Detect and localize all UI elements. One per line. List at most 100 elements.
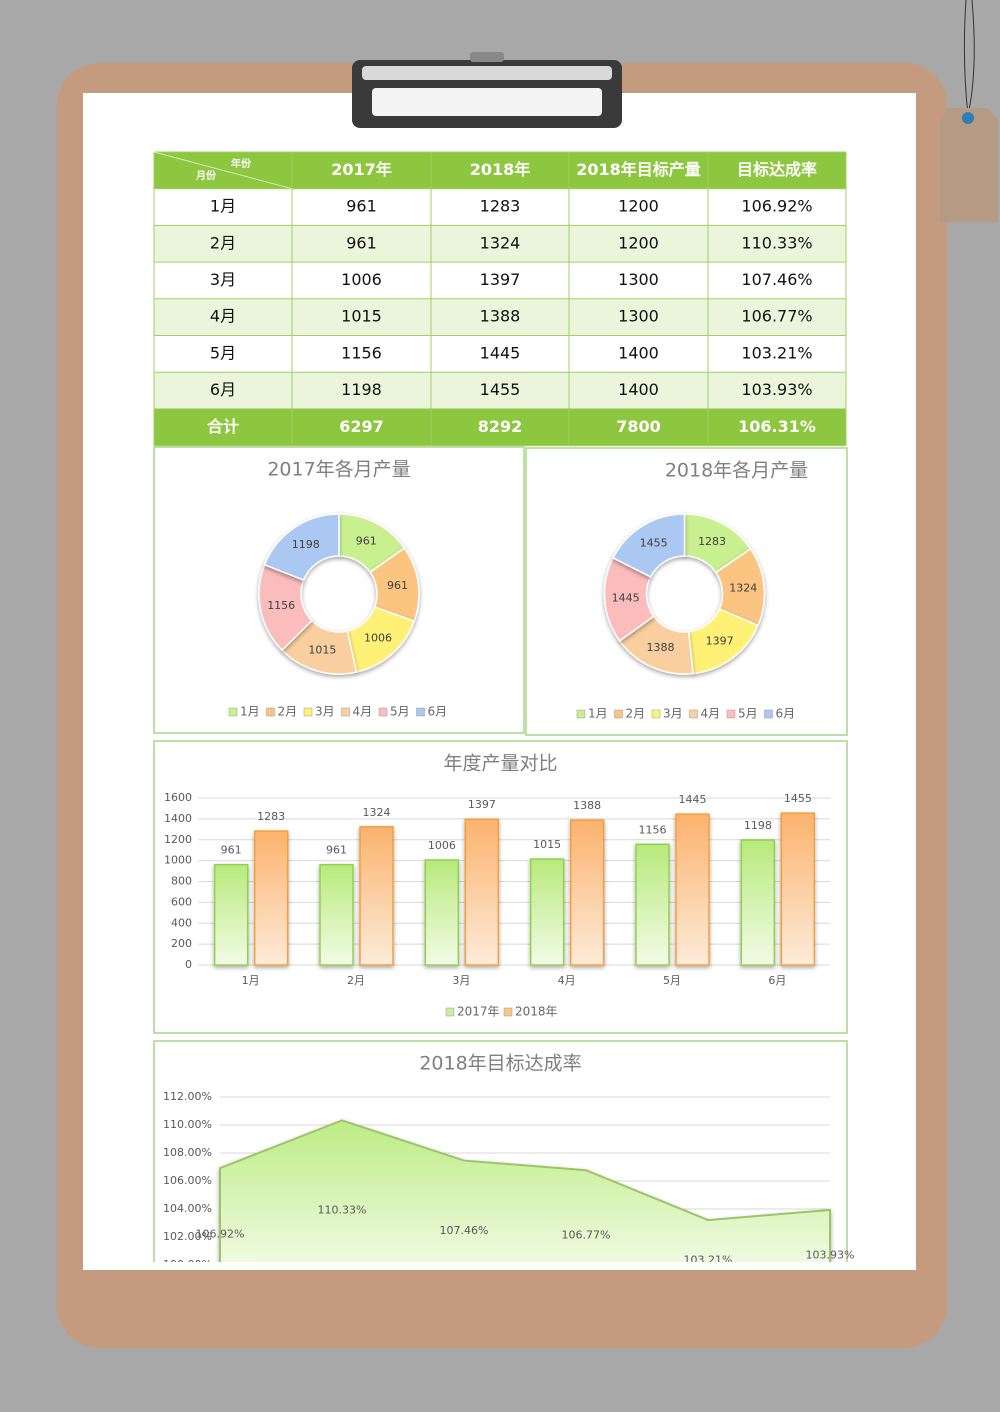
legend-label: 5月: [738, 707, 758, 721]
row-bg: [154, 262, 846, 299]
cell: 110.33%: [741, 233, 812, 252]
data-label: 106.92%: [196, 1228, 245, 1241]
data-label: 961: [387, 579, 408, 592]
data-label: 961: [221, 844, 242, 857]
bar: [424, 859, 460, 966]
y-tick-label: 1400: [164, 812, 192, 825]
cell: 1283: [480, 197, 521, 216]
bar: [529, 858, 565, 966]
data-label: 103.21%: [684, 1254, 733, 1267]
cell: 1324: [480, 233, 521, 252]
data-label: 103.93%: [806, 1248, 855, 1261]
chart-title: 2017年各月产量: [267, 459, 410, 481]
data-label: 1015: [533, 838, 561, 851]
data-label: 1397: [468, 798, 496, 811]
data-label: 1198: [292, 538, 320, 551]
total-cell: 8292: [478, 417, 523, 436]
legend-label: 3月: [663, 707, 683, 721]
donut-segment: [263, 513, 340, 582]
data-label: 106.77%: [562, 1229, 611, 1242]
cell: 1015: [341, 307, 382, 326]
legend-swatch: [503, 1007, 513, 1017]
legend-swatch: [378, 707, 388, 717]
legend-label: 2月: [278, 705, 298, 719]
cell: 4月: [210, 307, 236, 326]
data-label: 1006: [364, 631, 392, 644]
legend-swatch: [416, 707, 425, 717]
row-bg: [154, 225, 846, 263]
y-tick-label: 1000: [164, 854, 192, 867]
legend-label: 3月: [315, 705, 335, 719]
data-label: 1006: [428, 839, 456, 852]
bar: [253, 830, 289, 966]
legend-label: 6月: [428, 705, 448, 719]
cell: 103.21%: [741, 343, 812, 362]
chart-title: 2018年目标达成率: [419, 1053, 581, 1075]
row-bg: [154, 298, 846, 336]
cell: 1455: [480, 380, 521, 399]
cell: 1300: [618, 270, 659, 289]
bar: [464, 818, 500, 966]
legend-swatch: [651, 709, 661, 719]
cell: 1400: [618, 380, 659, 399]
x-tick-label: 4月: [558, 974, 576, 987]
corner-top: 年份: [231, 157, 252, 170]
legend-label: 1月: [588, 707, 608, 721]
cell: 107.46%: [741, 270, 812, 289]
cell: 1388: [480, 307, 521, 326]
data-label: 1156: [639, 823, 667, 836]
chart-frame: [153, 740, 848, 1034]
legend-label: 2018年: [515, 1005, 558, 1019]
y-tick-label: 1600: [164, 791, 192, 804]
y-tick-label: 112.00%: [163, 1090, 212, 1103]
y-tick-label: 400: [171, 916, 192, 929]
total-cell: 7800: [616, 417, 661, 436]
chart-title: 2018年各月产量: [665, 460, 808, 482]
bar: [569, 819, 605, 966]
legend-swatch: [614, 709, 623, 719]
chart-title: 年度产量对比: [443, 753, 557, 775]
data-label: 1445: [612, 592, 640, 605]
legend-swatch: [266, 707, 275, 717]
area-chart: 100.00% 102.00% 104.00% 106.00% 108.00% 110.0…: [163, 1090, 855, 1271]
legend-label: 6月: [776, 707, 796, 721]
cell: 1月: [210, 197, 236, 216]
legend-label: 5月: [390, 705, 410, 719]
total-cell: 106.31%: [738, 417, 816, 436]
data-label: 1015: [308, 644, 336, 657]
header-cell: 目标达成率: [737, 160, 817, 179]
cell: 2月: [210, 233, 236, 252]
cell: 1198: [341, 380, 382, 399]
y-tick-label: 1200: [164, 833, 192, 846]
cell: 1156: [341, 343, 382, 362]
data-label: 1283: [698, 535, 726, 548]
data-label: 107.46%: [440, 1224, 489, 1237]
y-tick-label: 106.00%: [163, 1174, 212, 1187]
y-tick-label: 800: [171, 875, 192, 888]
cell: 103.93%: [741, 380, 812, 399]
row-bg: [154, 372, 846, 409]
cell: 3月: [210, 270, 236, 289]
y-tick-label: 110.00%: [163, 1118, 212, 1131]
bar: [359, 826, 394, 966]
legend-label: 2月: [626, 707, 646, 721]
total-cell: 合计: [207, 417, 239, 436]
data-label: 961: [356, 535, 377, 548]
donut-chart: 1283 1324 1397 1388 1445 1455 1月 2月 3月 4月 5月 6月: [576, 513, 796, 721]
data-label: 1445: [679, 793, 707, 806]
cell: 5月: [210, 343, 236, 362]
legend-swatch: [303, 707, 313, 717]
total-cell: 6297: [339, 417, 384, 436]
cell: 1300: [618, 307, 659, 326]
corner-bottom: 月份: [195, 169, 217, 182]
x-tick-label: 1月: [242, 974, 260, 987]
x-tick-label: 3月: [452, 974, 470, 987]
data-label: 1324: [729, 581, 757, 594]
legend-label: 4月: [701, 707, 721, 721]
y-tick-label: 100.00%: [163, 1258, 212, 1271]
data-label: 1156: [267, 599, 295, 612]
header-cell: 2018年: [470, 160, 531, 179]
